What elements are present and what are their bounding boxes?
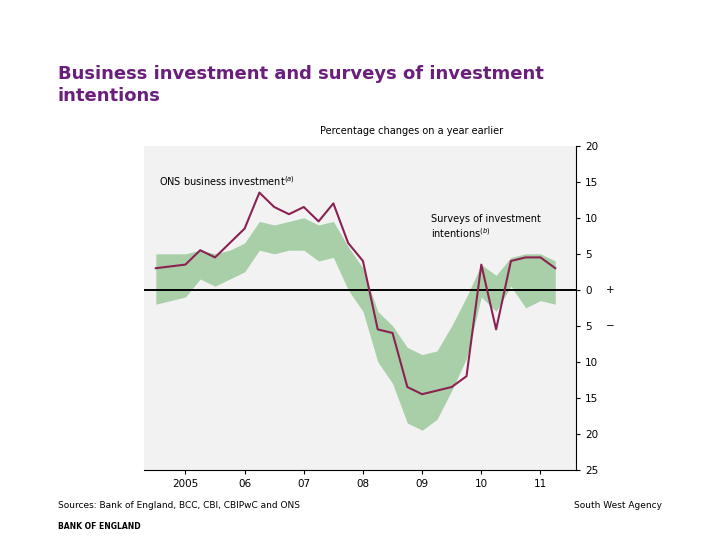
Text: Sources: Bank of England, BCC, CBI, CBIPwC and ONS: Sources: Bank of England, BCC, CBI, CBIP… [58, 501, 300, 510]
Text: −: − [606, 321, 615, 331]
Text: +: + [606, 285, 615, 295]
Text: ONS business investment$^{(a)}$: ONS business investment$^{(a)}$ [159, 174, 294, 187]
Text: Business investment and surveys of investment
intentions: Business investment and surveys of inves… [58, 65, 544, 105]
Text: Percentage changes on a year earlier: Percentage changes on a year earlier [320, 126, 503, 136]
Text: BANK OF ENGLAND: BANK OF ENGLAND [58, 522, 140, 531]
Text: Surveys of investment
intentions$^{(b)}$: Surveys of investment intentions$^{(b)}$ [431, 214, 541, 240]
Text: South West Agency: South West Agency [575, 501, 662, 510]
